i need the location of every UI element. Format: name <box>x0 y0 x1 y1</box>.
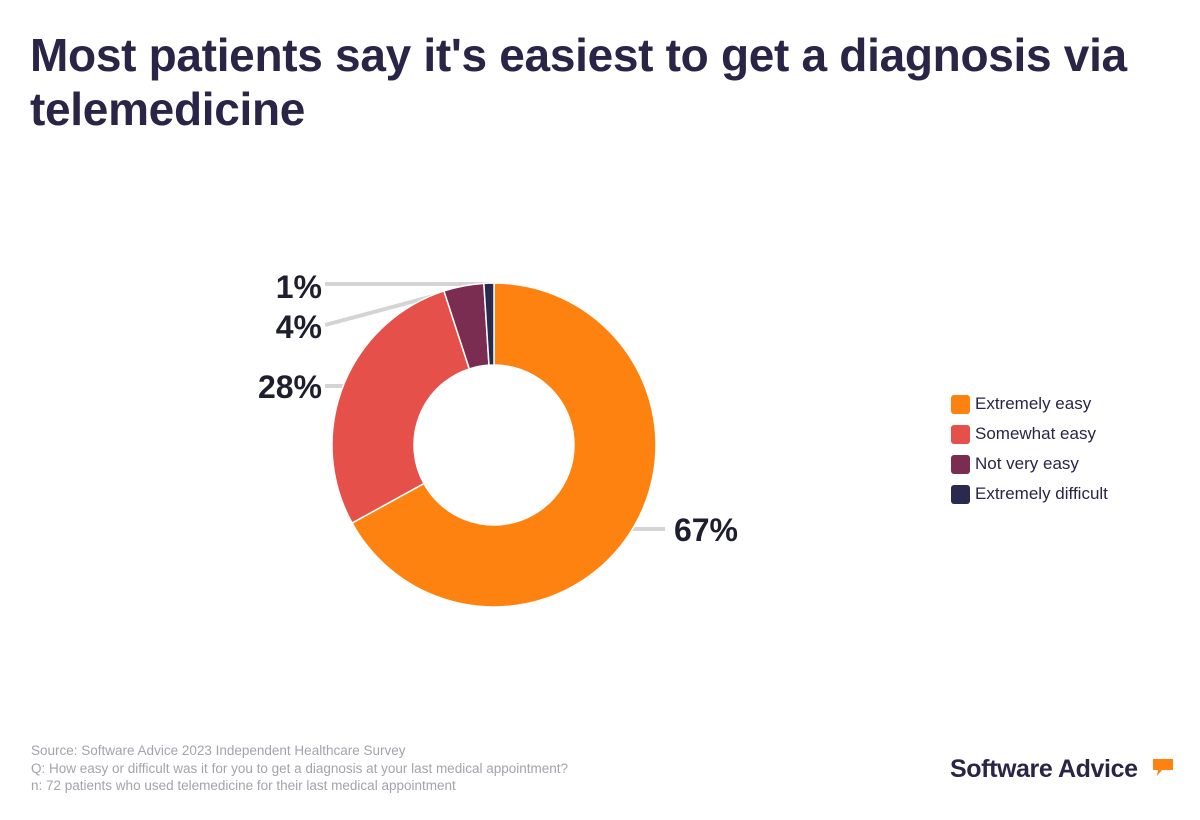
legend-swatch <box>951 484 970 504</box>
data-label-extremely-difficult: 1% <box>276 269 322 305</box>
donut-slices <box>331 282 657 608</box>
footnote-source: Source: Software Advice 2023 Independent… <box>31 743 406 758</box>
data-label-somewhat-easy: 28% <box>258 369 322 405</box>
legend-label: Somewhat easy <box>975 424 1096 443</box>
legend-swatch <box>951 424 970 444</box>
legend-swatch <box>951 454 970 474</box>
slice-somewhat-easy <box>331 289 471 525</box>
legend-item-extremely-easy: Extremely easy <box>951 389 1108 419</box>
speech-bubble-icon <box>1153 759 1173 776</box>
slice-extremely-easy <box>351 282 657 608</box>
legend-label: Extremely easy <box>975 394 1092 413</box>
legend-item-somewhat-easy: Somewhat easy <box>951 419 1108 449</box>
data-label-not-very-easy: 4% <box>276 309 322 345</box>
data-label-extremely-easy: 67% <box>674 512 738 548</box>
legend: Extremely easy Somewhat easy Not very easy… <box>951 389 1108 509</box>
footnote: Source: Software Advice 2023 Independent… <box>31 742 568 795</box>
brand-logo-text: Software Advice <box>950 755 1138 783</box>
legend-label: Extremely difficult <box>975 484 1108 503</box>
chart-title: Most patients say it's easiest to get a … <box>30 29 1127 135</box>
legend-item-extremely-difficult: Extremely difficult <box>951 479 1108 509</box>
legend-item-not-very-easy: Not very easy <box>951 449 1108 479</box>
legend-label: Not very easy <box>975 454 1079 473</box>
footnote-question: Q: How easy or difficult was it for you … <box>31 760 569 776</box>
legend-swatch <box>951 394 970 414</box>
footnote-sample: n: 72 patients who used telemedicine for… <box>31 778 456 793</box>
data-labels: 67% 28% 4% 1% <box>258 269 738 548</box>
slice-extremely-difficult <box>483 282 495 366</box>
